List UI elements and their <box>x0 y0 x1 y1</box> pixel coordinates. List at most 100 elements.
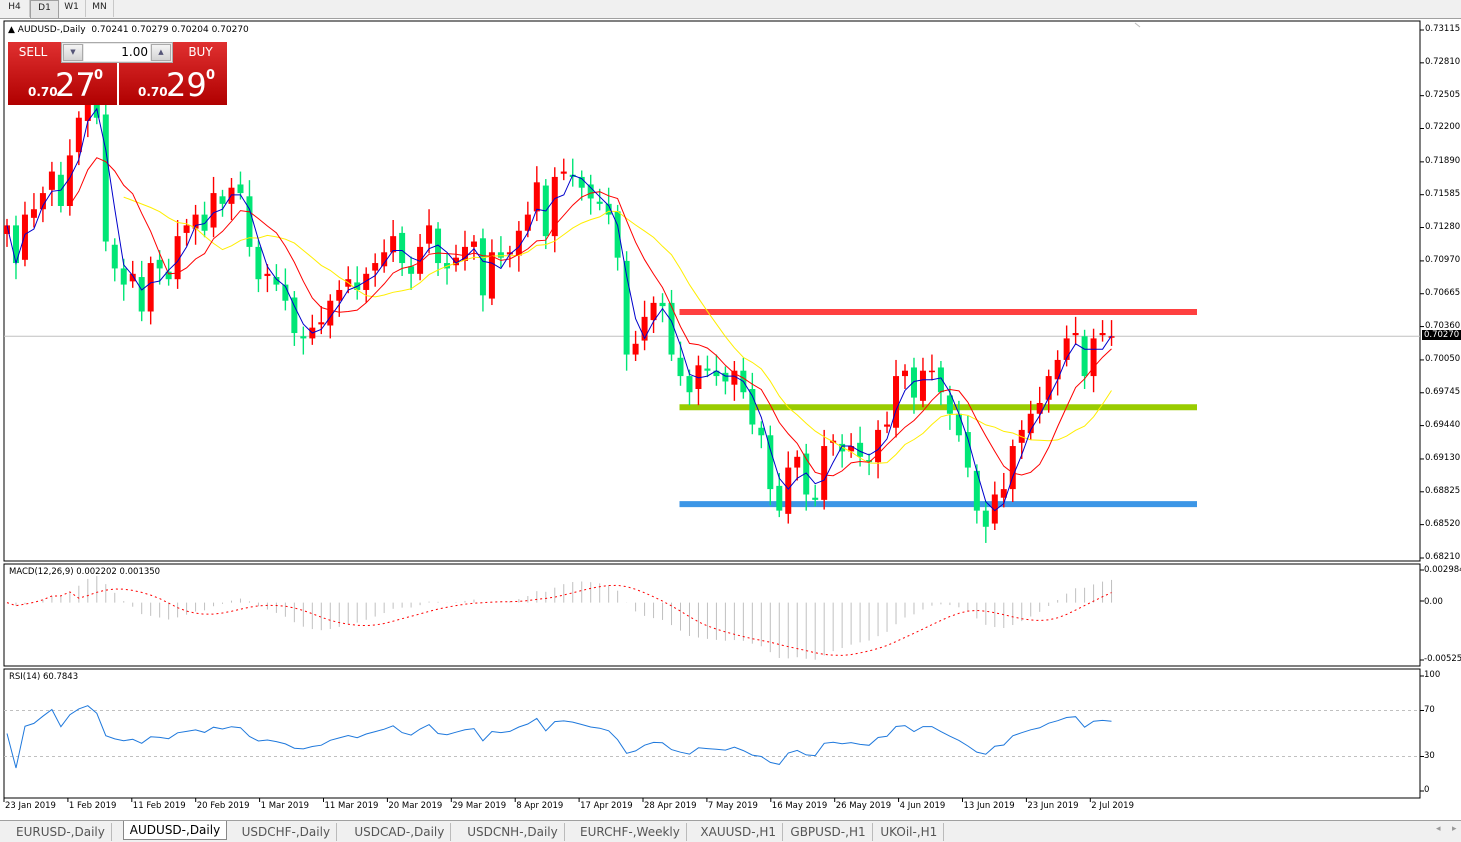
rsi-title: RSI(14) 60.7843 <box>9 672 79 682</box>
candle-body <box>102 114 109 242</box>
candle-body <box>219 196 226 204</box>
candle <box>39 186 46 223</box>
candle <box>30 193 37 228</box>
candle-body <box>506 252 513 255</box>
candle <box>857 426 864 467</box>
lot-increase-icon[interactable]: ▲ <box>151 44 171 61</box>
candle-body <box>991 494 998 524</box>
candle <box>372 253 379 287</box>
timeframe-tab-mn[interactable]: MN <box>86 0 114 17</box>
candle <box>1027 400 1034 440</box>
candle-body <box>524 214 531 231</box>
ohlc-readout: 0.70241 0.70279 0.70204 0.70270 <box>91 25 249 35</box>
symbol-title: AUDUSD-,Daily <box>17 25 86 35</box>
lot-decrease-icon[interactable]: ▼ <box>63 44 83 61</box>
candle <box>596 188 603 211</box>
candle <box>910 357 917 414</box>
symbol-tab-usdcad-daily[interactable]: USDCAD-,Daily <box>348 823 452 841</box>
timeframe-tab-h4[interactable]: H4 <box>0 0 30 17</box>
candle-body <box>884 424 891 427</box>
candle-body <box>30 209 37 218</box>
timeframe-tab-w1[interactable]: W1 <box>58 0 86 17</box>
candle-body <box>21 214 28 260</box>
candle-body <box>264 273 271 276</box>
candle <box>129 260 136 288</box>
candle <box>884 411 891 434</box>
candle <box>641 300 648 351</box>
date-label: 7 May 2019 <box>707 801 758 811</box>
candle <box>470 235 477 260</box>
symbol-tab-audusd-daily[interactable]: AUDUSD-,Daily <box>122 821 228 840</box>
symbol-tab-eurchf-weekly[interactable]: EURCHF-,Weekly <box>574 823 687 841</box>
candle <box>506 245 513 268</box>
candle-body <box>1072 333 1079 336</box>
price-tick-label: 0.68825 <box>1425 485 1461 496</box>
candle-body <box>408 266 415 274</box>
candle-body <box>381 252 388 267</box>
candle <box>677 341 684 386</box>
candle-body <box>641 316 648 341</box>
candle-body <box>1081 336 1088 377</box>
lot-size-stepper[interactable]: ▼ 1.00 ▲ <box>61 42 173 63</box>
candle <box>102 98 109 252</box>
symbol-tab-gbpusd-h1[interactable]: GBPUSD-,H1 <box>784 823 873 841</box>
candle-body <box>435 228 442 264</box>
candle <box>1108 320 1115 346</box>
candle-body <box>668 302 675 355</box>
candle-body <box>282 284 289 301</box>
price-tick-label: 0.72200 <box>1425 122 1461 133</box>
candle-body <box>767 435 774 490</box>
candle <box>650 296 657 334</box>
candle-body <box>147 263 154 312</box>
sell-price-fraction: 0 <box>94 68 104 83</box>
candle <box>982 500 989 543</box>
candle-body <box>255 246 262 280</box>
candle <box>937 361 944 406</box>
candle-body <box>902 370 908 377</box>
buy-label: BUY <box>188 45 213 59</box>
candle-body <box>426 225 433 244</box>
candle <box>75 111 82 166</box>
price-tick-label: 0.71890 <box>1425 155 1461 166</box>
candle-body <box>704 368 711 371</box>
candle <box>776 472 783 518</box>
candle-body <box>4 225 10 234</box>
symbol-tab-xauusd-h1[interactable]: XAUUSD-,H1 <box>694 823 784 841</box>
candle-body <box>749 388 756 425</box>
scroll-left-icon[interactable]: ◂ <box>1436 824 1441 834</box>
candle-body <box>246 196 253 247</box>
candle <box>668 289 675 362</box>
candle <box>488 239 495 306</box>
candle-body <box>138 277 145 312</box>
rsi-line <box>6 705 1112 769</box>
buy-button[interactable]: BUY 0.70 29 0 <box>119 42 227 105</box>
symbol-tab-eurusd-daily[interactable]: EURUSD-,Daily <box>10 823 112 841</box>
symbol-tab-usdchf-daily[interactable]: USDCHF-,Daily <box>236 823 338 841</box>
candle-body <box>533 182 540 212</box>
ma-slow-line <box>123 196 1112 464</box>
candle-body <box>497 252 504 258</box>
scroll-right-icon[interactable]: ▸ <box>1452 824 1457 834</box>
price-tick-label: 0.72810 <box>1425 56 1461 67</box>
candle-body <box>174 236 181 280</box>
candle-body <box>578 176 585 188</box>
candle <box>1000 472 1007 508</box>
lot-size-input[interactable]: 1.00 <box>84 44 150 61</box>
candle <box>111 238 118 282</box>
candle-body <box>48 171 55 190</box>
candle-body <box>955 413 962 436</box>
candle-body <box>327 300 334 326</box>
candle <box>390 219 397 262</box>
symbol-tab-usdcnh-daily[interactable]: USDCNH-,Daily <box>461 823 565 841</box>
candle-body <box>1000 489 1007 498</box>
candle <box>919 357 926 408</box>
timeframe-tab-d1[interactable]: D1 <box>30 0 59 19</box>
symbol-tab-ukoil-h1[interactable]: UKOil-,H1 <box>874 823 945 841</box>
candle <box>1045 369 1052 413</box>
main-chart-panel <box>3 20 1421 562</box>
collapse-triangle-icon[interactable]: ▲ <box>8 25 15 35</box>
candle-body <box>551 176 558 237</box>
price-tick-label: 0.70970 <box>1425 254 1461 265</box>
candle <box>417 233 424 281</box>
